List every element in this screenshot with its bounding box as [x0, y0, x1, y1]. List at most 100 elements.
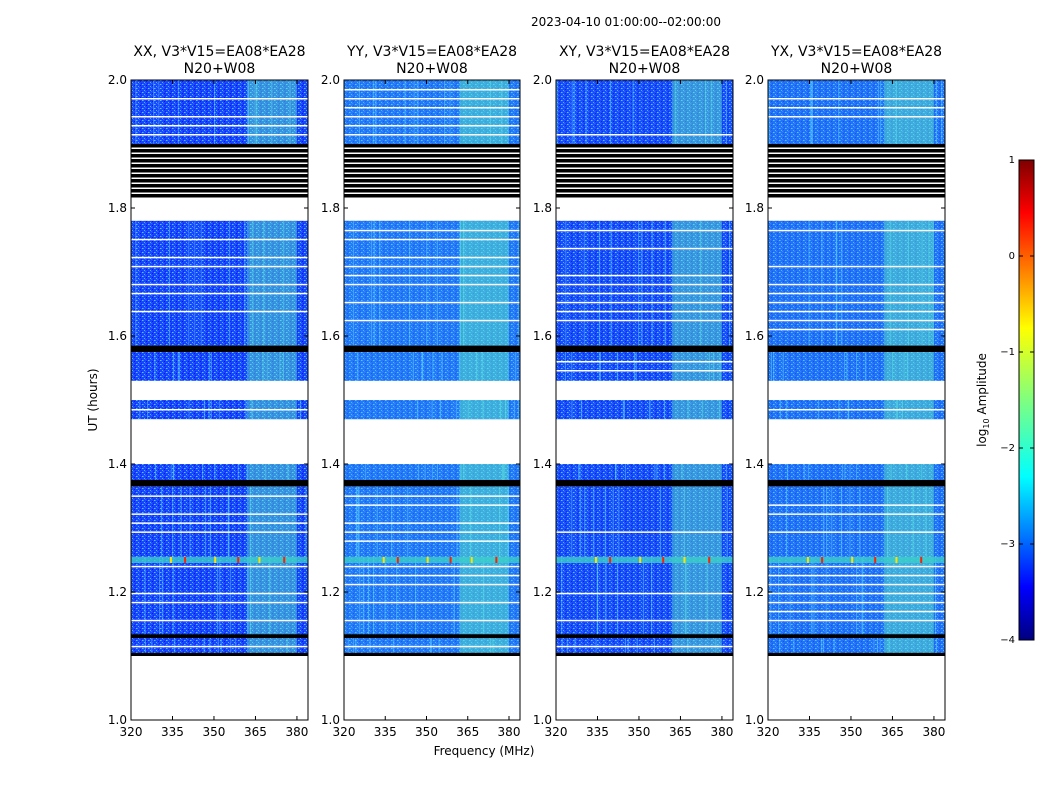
y-tick-label: 1.0 — [321, 713, 340, 727]
channel-streak — [813, 556, 815, 637]
flagged-block — [344, 652, 520, 656]
x-tick-label: 380 — [710, 725, 733, 739]
y-tick-label: 1.0 — [108, 713, 127, 727]
flagged-row — [344, 319, 520, 322]
flagged-row — [131, 310, 308, 313]
flagged-block — [768, 154, 945, 158]
channel-streak — [838, 80, 840, 144]
channel-streak — [188, 220, 190, 346]
channel-streak — [305, 486, 307, 557]
rfi-row — [131, 557, 308, 563]
axes: 320 335 350 365 380 1.0 1.2 1.4 1.6 1.8 2.0 — [321, 73, 521, 739]
channel-streak — [375, 80, 377, 144]
x-tick-label: 335 — [161, 725, 184, 739]
y-tick-label: 2.0 — [533, 73, 552, 87]
channel-streak — [811, 556, 813, 637]
channel-streak — [789, 556, 791, 637]
spectrum-segment — [131, 352, 308, 381]
flagged-row — [344, 116, 520, 118]
bright-band — [672, 400, 722, 420]
flagged-block — [556, 179, 733, 183]
flagged-block — [556, 345, 733, 352]
axes: 320 335 350 365 380 1.0 1.2 1.4 1.6 1.8 2.0 — [108, 73, 308, 739]
channel-streak — [616, 352, 618, 381]
flagged-block — [556, 652, 733, 656]
channel-streak — [154, 352, 156, 381]
flagged-row — [131, 601, 308, 604]
channel-streak — [935, 80, 937, 144]
channel-streak — [641, 220, 643, 346]
channel-streak — [708, 352, 710, 381]
rfi-spike — [396, 557, 399, 563]
spectrum-segment — [131, 486, 308, 557]
channel-streak — [177, 352, 179, 381]
channel-streak — [180, 486, 182, 557]
channel-streak — [855, 556, 857, 637]
channel-streak — [649, 400, 651, 420]
channel-streak — [782, 352, 784, 381]
channel-streak — [518, 400, 520, 420]
flagged-row — [344, 256, 520, 259]
figure-suptitle: 2023-04-10 01:00:00--02:00:00 — [531, 15, 721, 29]
channel-streak — [728, 220, 730, 346]
channel-streak — [463, 464, 465, 480]
flagged-row — [344, 134, 520, 136]
colorbar-tick-label: −4 — [1000, 635, 1015, 646]
flagged-block — [131, 154, 308, 158]
y-tick-label: 1.2 — [745, 585, 764, 599]
channel-streak — [172, 352, 174, 381]
channel-streak — [651, 556, 653, 637]
channel-streak — [726, 80, 728, 144]
channel-streak — [879, 636, 881, 656]
spectrum-tint — [556, 486, 733, 557]
channel-streak — [283, 220, 285, 346]
channel-streak — [271, 80, 273, 144]
channel-streak — [593, 486, 595, 557]
flagged-row — [768, 265, 945, 268]
flagged-block — [344, 169, 520, 173]
channel-streak — [214, 464, 216, 480]
bright-band — [247, 556, 297, 637]
channel-streak — [418, 464, 420, 480]
x-tick-label: 320 — [545, 725, 568, 739]
flagged-block — [768, 144, 945, 148]
channel-streak — [599, 352, 601, 381]
bright-band — [884, 464, 934, 480]
bright-band — [672, 486, 722, 557]
channel-streak — [344, 556, 346, 637]
channel-streak — [194, 220, 196, 346]
channel-streak — [685, 556, 687, 637]
plot-area — [768, 80, 945, 656]
channel-streak — [912, 486, 914, 557]
channel-streak — [849, 486, 851, 557]
y-tick-label: 1.2 — [533, 585, 552, 599]
channel-streak — [412, 352, 414, 381]
x-axis-label: Frequency (MHz) — [434, 744, 535, 758]
channel-streak — [413, 80, 415, 144]
channel-streak — [596, 556, 598, 637]
flagged-block — [344, 184, 520, 188]
bright-band — [459, 486, 509, 557]
x-tick-label: 380 — [285, 725, 308, 739]
channel-streak — [710, 80, 712, 144]
flagged-block — [131, 164, 308, 168]
y-axis-label: UT (hours) — [86, 368, 100, 431]
spectrum-segment — [556, 486, 733, 557]
channel-streak — [861, 556, 863, 637]
flagged-block — [344, 189, 520, 193]
channel-streak — [651, 220, 653, 346]
rfi-spike — [639, 557, 642, 563]
channel-streak — [895, 80, 897, 144]
flagged-block — [556, 189, 733, 193]
channel-streak — [230, 556, 232, 637]
channel-streak — [624, 400, 626, 420]
panel-title: YX, V3*V15=EA08*EA28 — [770, 44, 942, 60]
channel-streak — [932, 220, 934, 346]
colorbar-gradient — [1018, 159, 1035, 641]
channel-streak — [610, 80, 612, 144]
flagged-block — [556, 164, 733, 168]
channel-streak — [873, 636, 875, 656]
channel-streak — [384, 556, 386, 637]
channel-streak — [417, 400, 419, 420]
